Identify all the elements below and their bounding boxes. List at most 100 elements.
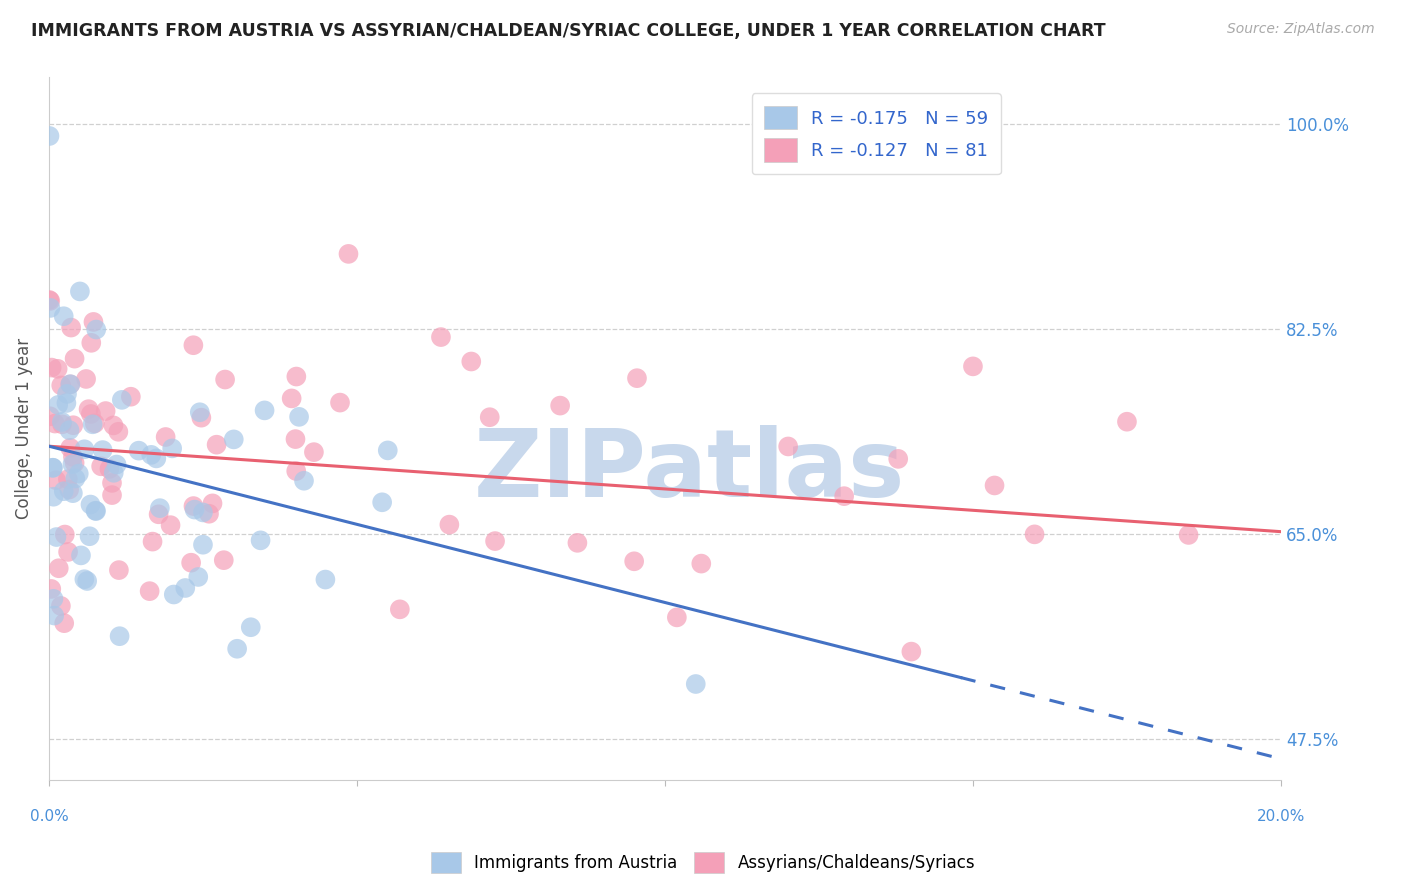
- Point: [79, 529, 101, 543]
- Point: [73, 572, 96, 586]
- Point: [107, 425, 129, 439]
- Point: [46, 398, 69, 412]
- Point: [201, 496, 224, 510]
- Point: [149, 501, 172, 516]
- Point: [222, 433, 245, 447]
- Point: [46, 361, 69, 376]
- Point: [148, 508, 170, 522]
- Point: [159, 518, 181, 533]
- Point: [58, 423, 80, 437]
- Point: [60, 320, 83, 334]
- Point: [145, 451, 167, 466]
- Point: [44, 608, 66, 623]
- Point: [53, 616, 76, 631]
- Point: [128, 443, 150, 458]
- Point: [900, 645, 922, 659]
- Point: [314, 573, 336, 587]
- Point: [288, 409, 311, 424]
- Point: [371, 495, 394, 509]
- Point: [84, 504, 107, 518]
- Point: [70, 549, 93, 563]
- Point: [962, 359, 984, 374]
- Point: [39, 301, 62, 315]
- Point: [430, 330, 453, 344]
- Point: [76, 574, 98, 588]
- Point: [56, 387, 79, 401]
- Point: [84, 504, 107, 518]
- Point: [337, 247, 360, 261]
- Point: [478, 410, 501, 425]
- Point: [141, 448, 163, 462]
- Point: [103, 466, 125, 480]
- Point: [52, 484, 75, 499]
- Point: [1177, 528, 1199, 542]
- Y-axis label: College, Under 1 year: College, Under 1 year: [15, 338, 32, 519]
- Point: [138, 584, 160, 599]
- Point: [38, 128, 60, 143]
- Text: 0.0%: 0.0%: [30, 809, 69, 824]
- Point: [567, 536, 589, 550]
- Point: [690, 557, 713, 571]
- Point: [91, 443, 114, 458]
- Point: [1116, 415, 1139, 429]
- Point: [82, 315, 104, 329]
- Point: [62, 418, 84, 433]
- Point: [45, 473, 67, 487]
- Point: [160, 442, 183, 456]
- Legend: R = -0.175   N = 59, R = -0.127   N = 81: R = -0.175 N = 59, R = -0.127 N = 81: [752, 94, 1001, 174]
- Point: [198, 507, 221, 521]
- Point: [42, 490, 65, 504]
- Legend: Immigrants from Austria, Assyrians/Chaldeans/Syriacs: Immigrants from Austria, Assyrians/Chald…: [425, 846, 981, 880]
- Point: [82, 417, 104, 432]
- Point: [329, 395, 352, 409]
- Point: [665, 610, 688, 624]
- Point: [292, 474, 315, 488]
- Point: [41, 360, 63, 375]
- Point: [98, 462, 121, 476]
- Point: [65, 471, 87, 485]
- Point: [80, 407, 103, 421]
- Point: [155, 430, 177, 444]
- Point: [377, 443, 399, 458]
- Point: [388, 602, 411, 616]
- Point: [226, 641, 249, 656]
- Point: [187, 570, 209, 584]
- Point: [38, 293, 60, 307]
- Point: [62, 486, 84, 500]
- Point: [75, 372, 97, 386]
- Point: [51, 378, 73, 392]
- Point: [284, 432, 307, 446]
- Point: [191, 505, 214, 519]
- Point: [183, 502, 205, 516]
- Point: [108, 629, 131, 643]
- Point: [51, 417, 73, 432]
- Text: Source: ZipAtlas.com: Source: ZipAtlas.com: [1227, 22, 1375, 37]
- Point: [141, 534, 163, 549]
- Point: [623, 554, 645, 568]
- Point: [101, 475, 124, 490]
- Point: [285, 464, 308, 478]
- Point: [39, 409, 62, 424]
- Point: [45, 530, 67, 544]
- Point: [778, 440, 800, 454]
- Point: [280, 392, 302, 406]
- Point: [188, 405, 211, 419]
- Point: [69, 285, 91, 299]
- Point: [55, 396, 77, 410]
- Point: [63, 456, 86, 470]
- Point: [44, 417, 66, 431]
- Point: [239, 620, 262, 634]
- Point: [983, 478, 1005, 492]
- Point: [42, 591, 65, 606]
- Point: [59, 377, 82, 392]
- Point: [103, 418, 125, 433]
- Text: 20.0%: 20.0%: [1257, 809, 1305, 824]
- Point: [253, 403, 276, 417]
- Point: [214, 372, 236, 386]
- Point: [460, 354, 482, 368]
- Point: [212, 553, 235, 567]
- Point: [59, 441, 82, 455]
- Point: [685, 677, 707, 691]
- Point: [120, 390, 142, 404]
- Point: [108, 563, 131, 577]
